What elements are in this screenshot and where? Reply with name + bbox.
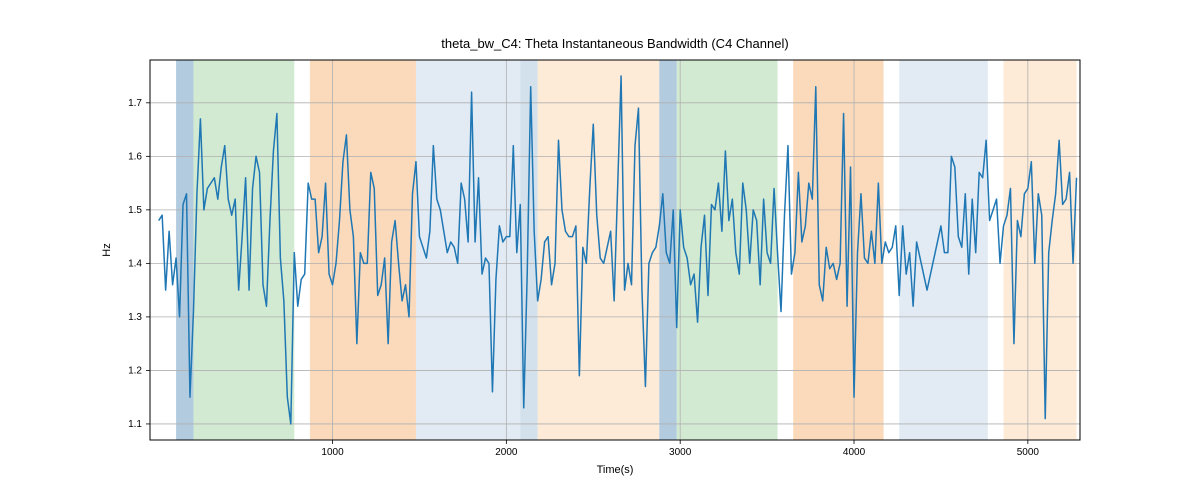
svg-text:1.2: 1.2: [128, 365, 142, 376]
line-chart: 1000 2000 3000 4000 5000 1.1 1.2 1.3 1.4 1.5 1.6 1.…: [0, 0, 1200, 500]
svg-text:1.1: 1.1: [128, 419, 142, 430]
svg-text:theta_bw_C4: Theta Instantaneo: theta_bw_C4: Theta Instantaneous Bandwid…: [441, 36, 788, 51]
svg-text:1.6: 1.6: [128, 151, 142, 162]
svg-text:1.5: 1.5: [128, 205, 142, 216]
svg-text:1000: 1000: [321, 447, 344, 458]
svg-text:1.4: 1.4: [128, 258, 142, 269]
svg-text:4000: 4000: [843, 447, 866, 458]
svg-text:3000: 3000: [669, 447, 692, 458]
svg-text:Time(s): Time(s): [597, 464, 634, 476]
svg-text:2000: 2000: [495, 447, 518, 458]
svg-text:1.3: 1.3: [128, 312, 142, 323]
chart-container: 1000 2000 3000 4000 5000 1.1 1.2 1.3 1.4 1.5 1.6 1.…: [0, 0, 1200, 500]
svg-text:Hz: Hz: [101, 243, 113, 256]
svg-text:1.7: 1.7: [128, 98, 142, 109]
svg-text:5000: 5000: [1017, 447, 1040, 458]
